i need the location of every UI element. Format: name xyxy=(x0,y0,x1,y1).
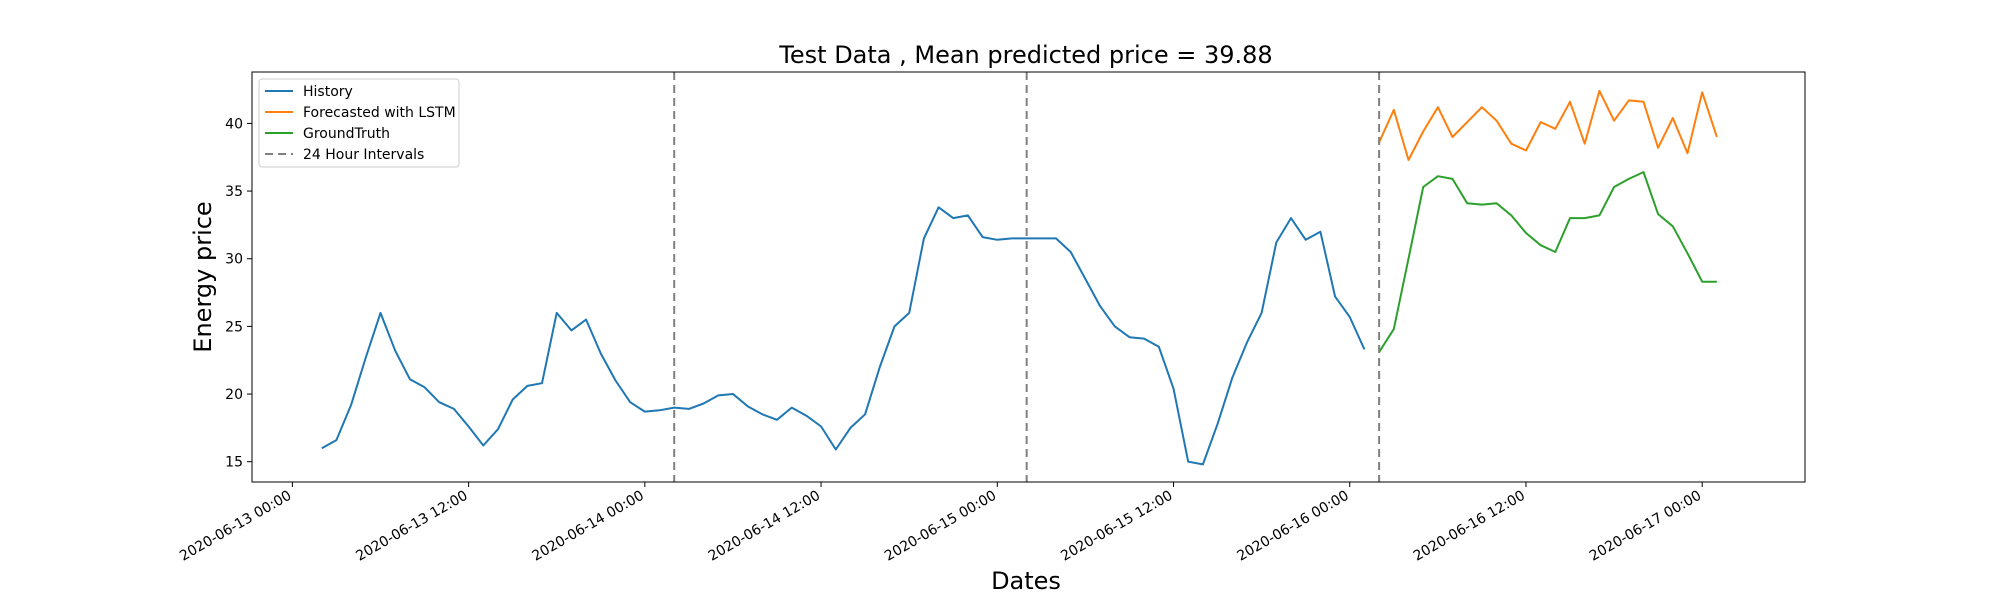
x-tick-label: 2020-06-15 00:00 xyxy=(882,488,999,565)
x-tick-label: 2020-06-13 12:00 xyxy=(353,488,470,565)
y-tick-label: 25 xyxy=(225,319,243,335)
x-tick-label: 2020-06-16 00:00 xyxy=(1234,488,1351,565)
plot-area xyxy=(321,72,1718,482)
y-tick-label: 15 xyxy=(225,455,243,471)
series-line-3 xyxy=(1378,171,1717,353)
legend-label-1: History xyxy=(303,84,353,100)
x-axis: 2020-06-13 00:00 2020-06-13 12:00 2020-06-… xyxy=(177,482,1704,565)
x-tick-label: 2020-06-14 00:00 xyxy=(530,488,647,565)
x-tick-label: 2020-06-15 12:00 xyxy=(1058,488,1175,565)
y-tick-label: 40 xyxy=(225,116,243,132)
x-tick-label: 2020-06-17 00:00 xyxy=(1587,488,1704,565)
series-line-1 xyxy=(321,206,1366,466)
legend-label-2: Forecasted with LSTM xyxy=(303,105,456,121)
legend-label-4: 24 Hour Intervals xyxy=(303,147,424,163)
x-tick-label: 2020-06-13 00:00 xyxy=(177,488,294,565)
x-axis-title: Dates xyxy=(991,567,1061,595)
y-tick-label: 30 xyxy=(225,252,243,268)
x-tick-label: 2020-06-16 12:00 xyxy=(1411,488,1528,565)
legend-box xyxy=(258,78,460,168)
legend-label-3: GroundTruth xyxy=(303,126,390,142)
y-tick-label: 20 xyxy=(225,387,243,403)
x-tick-label: 2020-06-14 12:00 xyxy=(706,488,823,565)
axes-frame xyxy=(251,71,1806,483)
series-line-2 xyxy=(1378,89,1718,161)
y-tick-label: 35 xyxy=(225,184,243,200)
y-axis-title: Energy price xyxy=(189,201,217,352)
chart-title: Test Data , Mean predicted price = 39.88 xyxy=(778,41,1272,69)
y-axis: 15 20 25 30 35 40 xyxy=(225,116,252,471)
legend: History Forecasted with LSTM GroundTruth 24… xyxy=(258,78,460,168)
